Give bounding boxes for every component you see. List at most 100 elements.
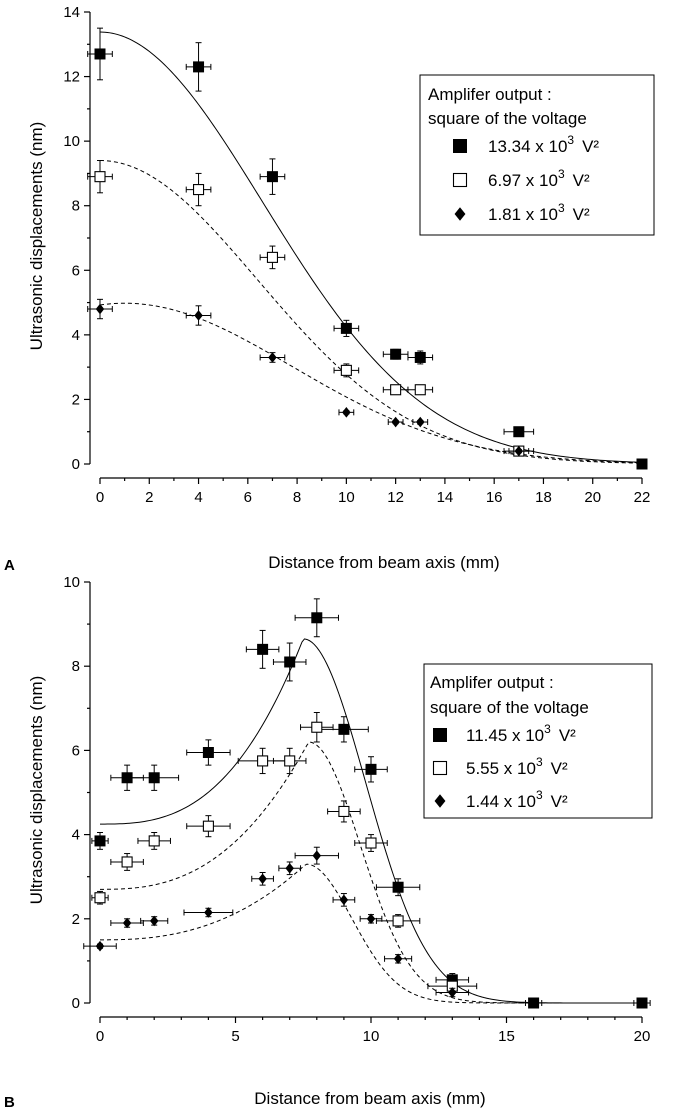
panel-a-y-tick-label: 12 [63,69,80,86]
panel-a-data-point-series-2 [414,384,426,396]
panel-b-data-point-series-2 [148,835,160,847]
panel-b-x-tick-label: 5 [231,1028,239,1045]
panel-b-data-point-series-2 [284,755,296,767]
panel-a-data-point-series-3 [416,416,425,428]
panel-a-y-tick-label: 0 [72,456,80,473]
panel-a-x-tick-label: 0 [96,489,104,506]
panel-b-legend-marker-series-3 [434,794,446,808]
panel-b-data-point-series-3 [366,913,376,925]
panel-b-x-axis-title: Distance from beam axis (mm) [254,1089,485,1108]
panel-a-x-axis-title: Distance from beam axis (mm) [268,553,499,572]
panel-b-fit-curve-series-2 [100,741,642,1004]
panel-b-data-point-series-1 [311,612,323,624]
panel-a-x-tick-label: 14 [437,489,454,506]
panel-a-legend: Amplifer output : square of the voltage 13… [419,74,655,236]
panel-a-legend-box [419,74,655,236]
panel-b-y-tick-label: 4 [72,827,80,844]
panel-b-data-point-series-3 [149,915,159,927]
panel-a-fit-curve-series-2 [99,160,643,464]
panel-a-data-point-series-3 [391,416,400,428]
panel-b-data-point-series-1 [284,656,296,668]
panel-a-legend-label-series-2: 6.97 x 103 V² [488,167,590,190]
panel-a-data-point-series-3 [514,445,524,457]
panel-a-x-tick-label: 4 [194,489,202,506]
panel-a-data-point-series-1 [340,322,352,334]
panel-a-x-tick-label: 6 [244,489,252,506]
panel-a-fit-curve-series-3 [99,302,643,464]
panel-a-legend-title-line-1: Amplifer output : [428,85,552,104]
panel-a-y-tick-label: 10 [63,133,80,150]
panel-a-legend-label-series-1: 13.34 x 103 V² [488,133,599,156]
panel-a-y-tick-label: 6 [72,262,80,279]
panel-a-data-point-series-2 [266,251,279,263]
panel-b-data-point-series-1 [202,747,214,759]
panel-b-data-point-series-2 [338,805,350,817]
panel-a-data-point-series-1 [636,458,648,470]
panel-b-legend: Amplifer output : square of the voltage 11… [423,663,653,819]
panel-b-data-point-series-1 [257,643,269,655]
panel-a-chart: A Distance from beam axis (mm) Ultrasoni… [4,4,655,574]
panel-b-data-point-series-2 [202,820,214,832]
panel-b-letter: B [4,1094,15,1111]
panel-a-legend-marker-series-1 [453,139,467,153]
panel-a-data-point-series-3 [342,407,351,418]
panel-b-data-point-series-3 [393,953,403,965]
panel-b-data-point-series-2 [121,856,133,868]
panel-a-y-tick-label: 4 [72,327,80,344]
panel-a-x-tick-label: 16 [486,489,503,506]
panel-a-legend-marker-series-2 [452,172,468,188]
panel-a-legend-label-series-3: 1.81 x 103 V² [488,201,590,224]
panel-b-data-point-series-1 [636,997,648,1009]
panel-b-data-point-series-3 [312,850,322,861]
panel-a-data-point-series-1 [94,48,106,60]
panel-a-y-tick-label: 14 [63,4,80,21]
panel-b-data-point-series-1 [365,763,377,775]
panel-a-x-tick-label: 20 [584,489,601,506]
panel-a-data-point-series-1 [513,426,525,438]
panel-b-data-point-series-1 [338,723,350,735]
panel-a-data-point-series-2 [390,384,402,396]
panel-a-data-point-series-3 [95,303,105,315]
panel-a-data-point-series-1 [414,351,426,363]
panel-b-data-point-series-3 [285,862,294,874]
panel-a-data-point-series-3 [194,310,203,321]
panel-b-data-point-series-1 [392,881,404,893]
panel-b-data-point-series-2 [365,837,377,849]
panel-a-data-point-series-1 [266,171,278,183]
panel-b-legend-box [423,663,653,819]
panel-a-data-point-series-2 [94,171,106,183]
panel-b-legend-label-series-1: 11.45 x 103 V² [466,722,576,745]
panel-b-legend-marker-series-1 [433,728,447,742]
panel-a-y-tick-label: 2 [72,391,80,408]
panel-b-x-tick-label: 10 [363,1028,380,1045]
panel-b-y-tick-label: 8 [72,658,80,675]
panel-a-x-tick-label: 12 [387,489,404,506]
panel-b-data-point-series-3 [258,873,267,885]
panel-a-data-point-series-2 [340,364,352,376]
panel-b-legend-title-line-2: square of the voltage [430,698,589,717]
panel-b-data-point-series-2 [94,892,106,904]
panel-b-data-point-series-2 [311,721,323,733]
panel-b-y-tick-label: 10 [63,574,80,591]
panel-b-y-axis-title: Ultrasonic displacements (nm) [27,676,46,905]
panel-a-data-point-series-3 [268,352,277,363]
panel-a-y-axis-title: Ultrasonic displacements (nm) [27,122,46,351]
panel-a-legend-title-line-2: square of the voltage [428,109,587,128]
panel-b-legend-marker-series-2 [432,760,448,776]
panel-b-data-point-series-3 [95,940,105,952]
panel-b-data-point-series-1 [94,835,106,847]
panel-a-x-tick-label: 18 [535,489,552,506]
panel-b-data-point-series-1 [528,997,540,1009]
panel-a-data-point-series-2 [192,184,205,196]
panel-b-data-point-series-1 [148,772,160,784]
panel-a-y-tick-label: 8 [72,198,80,215]
panel-a-x-tick-label: 8 [293,489,301,506]
panel-b-legend-label-series-2: 5.55 x 103 V² [466,755,568,778]
panel-b-legend-label-series-3: 1.44 x 103 V² [466,788,568,811]
panel-b-x-tick-label: 15 [498,1028,515,1045]
panel-b-chart: B Distance from beam axis (mm) Ultrasoni… [4,574,653,1111]
panel-a-data-point-series-1 [390,348,402,360]
panel-b-x-tick-label: 0 [96,1028,104,1045]
panel-a-legend-marker-series-3 [454,207,466,221]
